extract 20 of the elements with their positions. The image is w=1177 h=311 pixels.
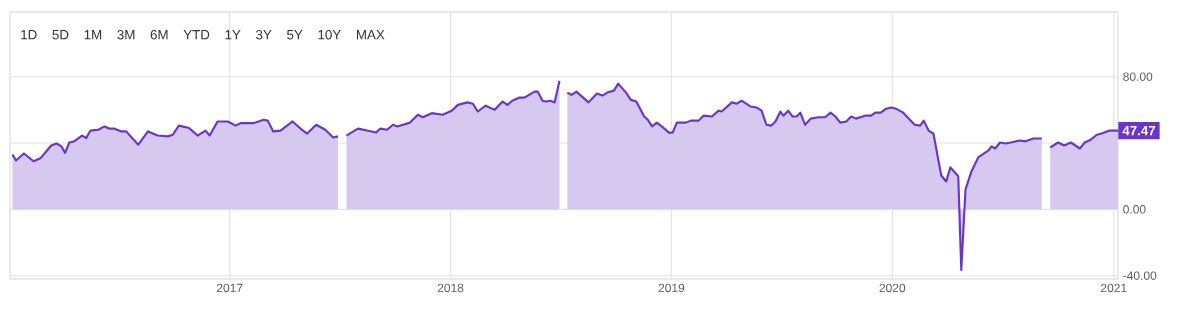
- annotation: MAX: [356, 30, 385, 40]
- annotation: 5Y: [287, 30, 303, 40]
- annotation: YTD: [183, 30, 210, 40]
- annotation: 5D: [52, 30, 69, 40]
- annotation: 47.47: [1122, 126, 1156, 136]
- x-tick-label: 2020: [879, 283, 906, 293]
- annotation: 3Y: [256, 29, 272, 40]
- annotation: 3M: [117, 29, 135, 40]
- x-tick-label: 2017: [216, 283, 243, 293]
- annotation: 1D: [21, 30, 37, 40]
- x-tick-label: 2018: [437, 283, 464, 293]
- annotation: 1M: [84, 30, 102, 40]
- annotation: 10Y: [318, 29, 341, 40]
- y-tick-label: 80.00: [1123, 72, 1153, 81]
- annotation: 1Y: [225, 30, 241, 40]
- annotation: 6M: [150, 29, 168, 40]
- y-tick-label: 0.00: [1123, 205, 1146, 214]
- x-tick-label: 2019: [658, 283, 685, 293]
- x-tick-label: 2021: [1101, 283, 1127, 293]
- y-tick-label: -40.00: [1123, 271, 1157, 280]
